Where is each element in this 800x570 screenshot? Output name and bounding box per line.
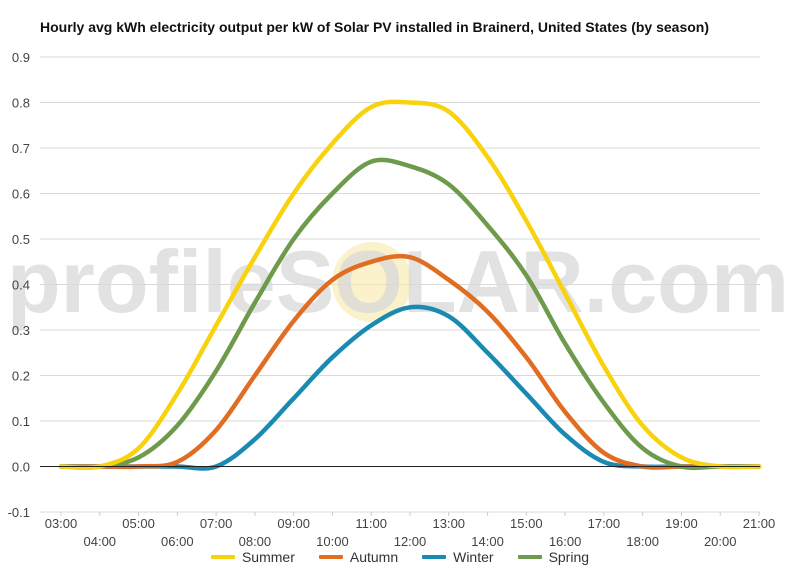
series-line-summer (58, 99, 762, 471)
legend-item-winter[interactable]: Winter (422, 549, 494, 565)
x-tick-label: 18:00 (626, 534, 659, 549)
series-line-spring (58, 157, 762, 471)
y-tick-label: -0.1 (8, 505, 30, 520)
legend-swatch (318, 555, 343, 559)
y-tick-label: 0.6 (12, 187, 30, 202)
x-tick-label: 17:00 (588, 516, 621, 531)
legend-swatch (422, 555, 447, 559)
y-tick-label: 0.7 (12, 141, 30, 156)
x-tick-label: 03:00 (45, 516, 78, 531)
x-tick-label: 09:00 (277, 516, 310, 531)
legend-swatch (517, 555, 542, 559)
x-tick-label: 11:00 (355, 516, 387, 531)
legend-swatch (210, 555, 235, 559)
x-tick-label: 13:00 (433, 516, 466, 531)
x-tick-label: 08:00 (239, 534, 272, 549)
chart-title: Hourly avg kWh electricity output per kW… (40, 19, 710, 35)
watermark: profileSOLAR.com (7, 232, 789, 331)
y-tick-label: 0.2 (12, 369, 30, 384)
x-tick-label: 20:00 (704, 534, 737, 549)
y-tick-label: 0.9 (12, 50, 30, 65)
watermark-text: profileSOLAR.com (7, 232, 789, 331)
legend-item-autumn[interactable]: Autumn (318, 549, 399, 565)
x-tick-label: 06:00 (161, 534, 194, 549)
x-tick-label: 04:00 (84, 534, 117, 549)
axis-layer: -0.1 0.0 0.1 0.2 0.3 0.4 0.5 0.6 0.7 0.8 0.9 03:00 0… (8, 50, 776, 549)
x-tick-label: 21:00 (743, 516, 776, 531)
x-tick-label: 16:00 (549, 534, 582, 549)
x-tick-label: 15:00 (510, 516, 543, 531)
legend-label: Spring (548, 549, 590, 565)
x-tick-label: 12:00 (394, 534, 427, 549)
legend-label: Summer (241, 549, 295, 565)
x-tick-label: 19:00 (665, 516, 698, 531)
legend: Summer Autumn Winter Spring (0, 549, 800, 565)
legend-label: Winter (453, 549, 494, 565)
y-tick-label: 0.3 (12, 323, 30, 338)
x-tick-label: 14:00 (471, 534, 504, 549)
watermark-sun (332, 242, 412, 322)
x-tick-label: 10:00 (316, 534, 349, 549)
y-tick-label: 0.4 (12, 278, 30, 293)
legend-item-spring[interactable]: Spring (517, 549, 590, 565)
x-tick-label: 05:00 (122, 516, 155, 531)
y-tick-label: 0.1 (12, 414, 30, 429)
legend-item-summer[interactable]: Summer (210, 549, 295, 565)
x-tick-label: 07:00 (200, 516, 233, 531)
series-line-winter (58, 304, 762, 471)
y-tick-label: 0.0 (12, 460, 30, 475)
y-tick-label: 0.5 (12, 232, 30, 247)
y-tick-label: 0.8 (12, 96, 30, 111)
legend-label: Autumn (349, 549, 399, 565)
